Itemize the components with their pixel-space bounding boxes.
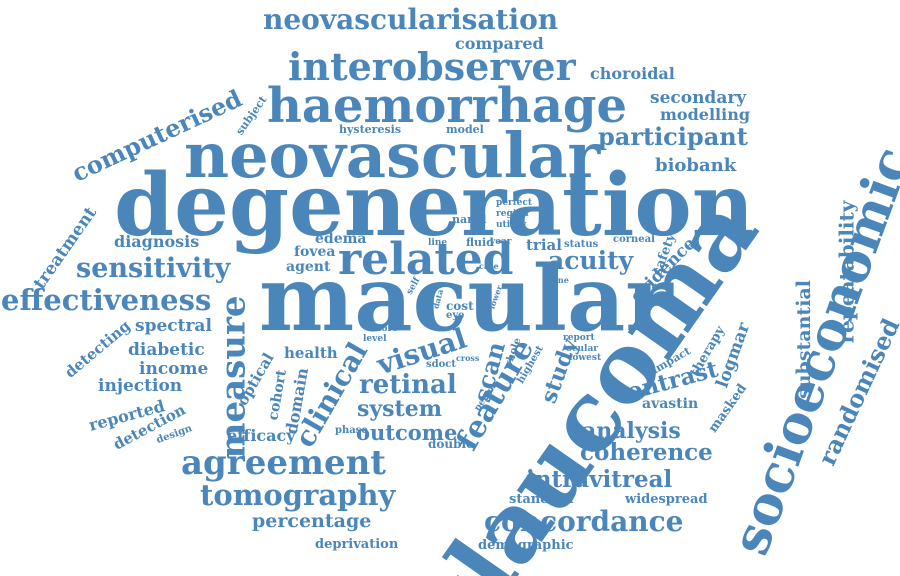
word-ocular: ocular: [566, 344, 599, 354]
word-avastin: avastin: [642, 396, 699, 412]
word-case: case: [479, 261, 499, 271]
word-edema: edema: [315, 231, 367, 247]
word-compared: compared: [455, 34, 544, 53]
word-related: related: [338, 234, 514, 285]
word-perfect: perfect: [496, 198, 532, 208]
word-acuity: acuity: [548, 246, 634, 275]
word-double: double: [428, 437, 474, 451]
word-intravitreal: intravitreal: [526, 466, 673, 493]
word-spectral: spectral: [135, 316, 212, 336]
word-lowest: lowest: [569, 353, 602, 363]
word-percentage: percentage: [252, 510, 372, 532]
word-phase: phase: [335, 425, 368, 436]
word-secondary: secondary: [650, 88, 747, 108]
word-model: model: [446, 123, 484, 136]
word-repeatability: repeatability: [834, 200, 859, 344]
word-namd: namd: [452, 213, 487, 226]
word-substantial: substantial: [792, 280, 815, 399]
word-sensitivity: sensitivity: [76, 253, 231, 284]
word-detecting: detecting: [61, 316, 134, 382]
word-interobserver: interobserver: [288, 44, 576, 89]
word-diagnosis: diagnosis: [114, 232, 200, 251]
word-corneal: corneal: [613, 234, 655, 245]
word-status: status: [564, 239, 599, 250]
word-health: health: [284, 344, 338, 362]
word-year: year: [490, 237, 512, 247]
word-agent: agent: [286, 259, 331, 275]
word-sdoct: sdoct: [426, 359, 456, 370]
word-demographic: demographic: [478, 538, 574, 553]
word-report: report: [563, 333, 595, 343]
word-cross: cross: [456, 353, 480, 363]
word-analysis: analysis: [582, 418, 681, 444]
word-region: region: [496, 209, 529, 219]
word-effectiveness: effectiveness: [1, 283, 212, 317]
word-system: system: [357, 396, 442, 422]
word-coherence: coherence: [580, 439, 713, 466]
word-zone: zone: [548, 275, 569, 285]
word-line: line: [428, 238, 448, 248]
word-macular: macular: [259, 246, 673, 352]
word-efficacy: efficacy: [227, 426, 296, 445]
word-agreement: agreement: [181, 443, 387, 483]
word-neovascularisation: neovascularisation: [263, 3, 559, 36]
word-injection: injection: [98, 376, 183, 396]
word-participant: participant: [598, 122, 748, 151]
word-hysteresis: hysteresis: [339, 123, 402, 136]
word-income: income: [139, 359, 209, 379]
word-trial: trial: [526, 236, 562, 254]
word-level: level: [363, 334, 387, 344]
word-choroidal: choroidal: [590, 64, 675, 83]
word-cost: cost: [446, 299, 474, 313]
word-deprivation: deprivation: [315, 537, 399, 552]
word-fovea: fovea: [294, 244, 336, 260]
word-more: more: [372, 324, 398, 334]
word-fluid: fluid: [466, 236, 494, 249]
word-concordance: concordance: [484, 505, 684, 538]
word-utility: utility: [496, 220, 527, 230]
word-tomography: tomography: [200, 478, 396, 512]
word-neovascular: neovascular: [184, 119, 601, 192]
word-biobank: biobank: [655, 155, 737, 176]
word-outcome: outcome: [356, 420, 458, 445]
word-diabetic: diabetic: [128, 340, 205, 360]
word-standard: standard: [509, 492, 574, 507]
word-retinal: retinal: [359, 370, 457, 400]
word-haemorrhage: haemorrhage: [267, 78, 628, 134]
word-eye: eye: [446, 310, 465, 321]
word-widespread: widespread: [625, 492, 708, 507]
word-masked: masked: [705, 381, 751, 436]
word-degeneration: degeneration: [114, 155, 755, 256]
word-modelling: modelling: [660, 105, 751, 124]
